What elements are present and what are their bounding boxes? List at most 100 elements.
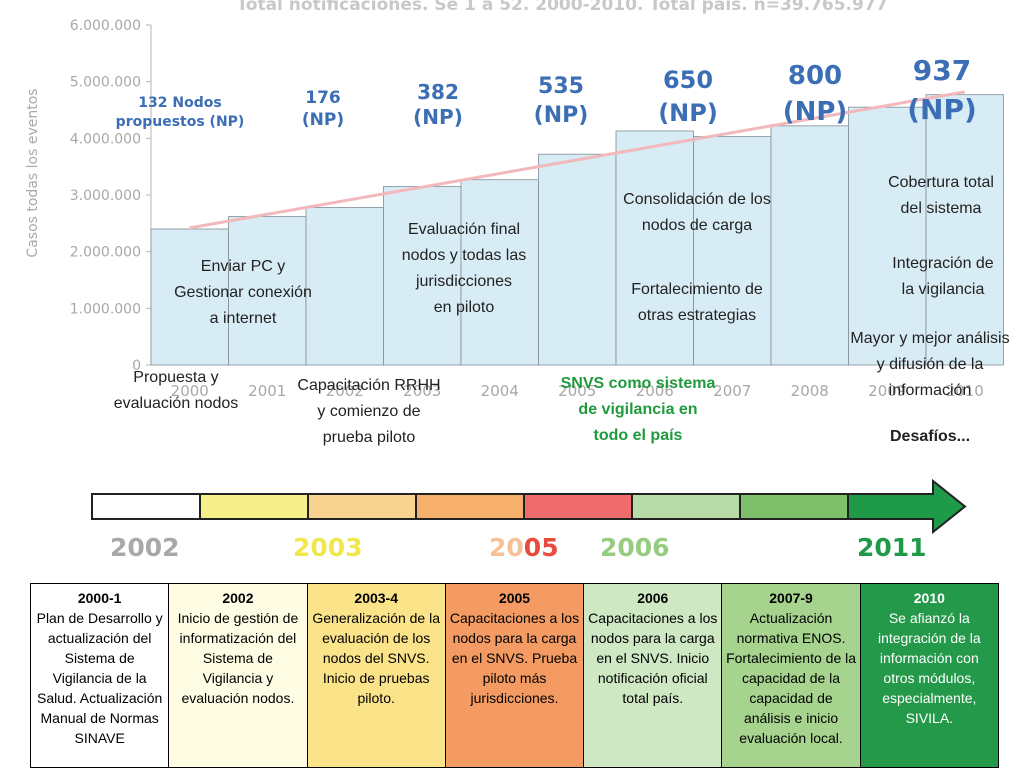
y-axis-label: Casos todas los eventos [25,88,41,257]
x-tick-label: 2000 [171,382,209,400]
annotation-text: prueba piloto [323,429,416,446]
node-count-unit: (NP) [783,97,848,127]
node-count-value: 382 [417,80,459,104]
y-tick-label: 3.000.000 [70,188,141,204]
timeline-segment [739,493,849,520]
y-tick-label: 1.000.000 [70,301,141,317]
annotation-text: información [889,382,972,399]
node-count-unit: (NP) [534,103,589,128]
annotation-text: Gestionar conexión [174,284,312,301]
annotations: Propuesta y evaluación nodos Enviar PC y Ge… [114,174,1010,446]
y-axis: 0 1.000.000 2.000.000 3.000.000 4.000.000 5.0… [70,18,152,374]
milestone-year: 2007-9 [769,590,813,606]
node-count-value: 132 Nodos [138,95,221,111]
annotation-text: Consolidación de los [623,191,771,208]
timeline-arrow [91,478,967,535]
annotation-text: SNVS como sistema [561,375,716,392]
annotation-text: otras estrategias [638,307,756,324]
annotation-text: Fortalecimiento de [631,281,763,298]
annotation-text: de vigilancia en [578,401,697,418]
milestone-text: Generalización de la evaluación de los n… [312,610,441,706]
timeline-segment [199,493,309,520]
node-count-value: 176 [305,88,341,108]
timeline-year-1: 2003 [293,533,363,562]
milestones-table: 2000-1 Plan de Desarrollo y actualización… [30,583,999,768]
annotation-text: Capacitación RRHH [297,377,440,394]
node-count-unit: (NP) [413,105,463,129]
x-tick-label: 2010 [946,382,984,400]
milestone-year: 2000-1 [77,590,122,606]
trend-line [189,90,966,230]
bar [770,125,849,366]
timeline-year-3: 2006 [600,533,670,562]
bar [228,216,307,366]
chart-title: Total notificaciones. Se 1 a 52. 2000-20… [236,0,887,15]
annotation-text: todo el país [594,427,683,444]
annotation-text: Enviar PC y [201,258,285,275]
bar [305,207,384,366]
milestone-cell: 2000-1 Plan de Desarrollo y actualización… [31,584,170,767]
bar [693,136,772,366]
annotation-text: Propuesta y [133,369,218,386]
milestone-text: Capacitaciones a los nodos para la carga… [588,610,718,706]
milestone-year: 2010 [913,590,945,606]
y-tick-label: 0 [132,358,141,374]
x-tick-label: 2007 [713,382,751,400]
node-count-value: 650 [663,66,713,94]
timeline-year-part: 05 [523,533,559,562]
annotation-text: evaluación nodos [114,395,239,412]
annotation-text: Cobertura total [888,174,994,191]
milestone-text: Actualización normativa ENOS. Fortalecim… [726,610,857,746]
x-tick-label: 2005 [558,382,596,400]
timeline-segment [631,493,741,520]
x-tick-label: 2003 [403,382,441,400]
x-axis: 2000 2001 2002 2003 2004 2005 2006 2007 2008 2009… [171,382,984,400]
annotation-text: Desafíos... [890,428,970,445]
node-count-value: 535 [538,74,584,99]
bar [460,179,539,366]
milestone-cell: 2005 Capacitaciones a los nodos para la c… [445,584,585,767]
x-tick-label: 2002 [326,382,364,400]
x-tick-label: 2004 [481,382,519,400]
annotation-text: nodos y todas las [402,247,527,264]
milestone-year: 2002 [222,590,254,606]
y-tick-label: 5.000.000 [70,75,141,91]
bar [150,228,229,366]
timeline-year-4: 2011 [857,533,927,562]
milestone-text: Se afianzó la integración de la informac… [877,610,981,726]
bar [925,94,1004,366]
annotation-text: Mayor y mejor análisis [850,330,1009,347]
annotation-text: en piloto [434,299,495,316]
milestone-cell: 2006 Capacitaciones a los nodos para la c… [584,584,723,767]
x-tick-label: 2001 [248,382,286,400]
annotation-text: Integración de [892,255,994,272]
milestone-cell: 2003-4 Generalización de la evaluación de… [307,584,446,767]
milestone-year: 2005 [498,590,531,606]
milestone-text: Capacitaciones a los nodos para la carga… [449,610,580,706]
node-count-unit: (NP) [302,110,344,130]
node-count-value: 800 [788,61,842,91]
timeline-segment [523,493,633,520]
milestone-cell: 2002 Inicio de gestión de informatización… [169,584,308,767]
timeline-segment [415,493,525,520]
annotation-text: del sistema [901,200,982,217]
node-count-unit: propuestos (NP) [116,114,245,130]
x-tick-label: 2009 [868,382,906,400]
milestone-year: 2003-4 [354,590,398,606]
milestone-text: Plan de Desarrollo y actualización del S… [36,610,163,746]
bar-series [150,94,1004,366]
annotation-text: y comienzo de [317,403,420,420]
timeline-segment [307,493,417,520]
annotation-text: a internet [210,310,277,327]
bar [848,106,927,366]
annotation-text: jurisdicciones [415,273,512,290]
y-tick-label: 4.000.000 [70,131,141,147]
annotation-text: la vigilancia [902,281,985,298]
node-count-unit: (NP) [658,99,718,127]
bar [538,153,617,366]
x-tick-label: 2006 [636,382,674,400]
annotation-text: nodos de carga [642,217,752,234]
milestone-cell: 2007-9 Actualización normativa ENOS. Fort… [722,584,861,767]
